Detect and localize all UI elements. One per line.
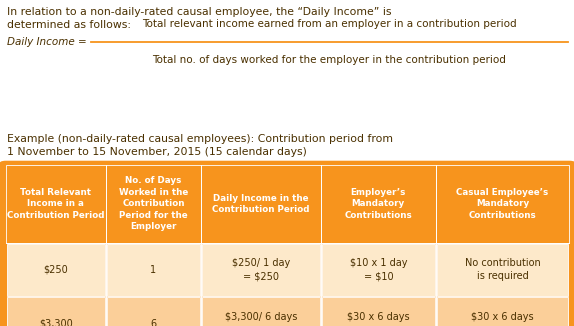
Bar xyxy=(201,165,321,243)
Text: Casual Employee’s
Mandatory
Contributions: Casual Employee’s Mandatory Contribution… xyxy=(456,188,549,220)
Text: $250/ 1 day
= $250: $250/ 1 day = $250 xyxy=(232,258,290,281)
Text: determined as follows:: determined as follows: xyxy=(7,20,131,30)
Bar xyxy=(7,244,105,296)
Text: 1 November to 15 November, 2015 (15 calendar days): 1 November to 15 November, 2015 (15 cale… xyxy=(7,147,307,157)
Text: Daily Income =: Daily Income = xyxy=(7,37,90,47)
Text: Total Relevant
Income in a
Contribution Period: Total Relevant Income in a Contribution … xyxy=(7,188,104,220)
Bar xyxy=(436,165,569,243)
Bar xyxy=(106,165,201,243)
Text: 1: 1 xyxy=(150,265,157,275)
Bar xyxy=(437,244,568,296)
Bar xyxy=(322,244,435,296)
Text: $3,300: $3,300 xyxy=(39,319,73,326)
Text: $3,300/ 6 days
= $550: $3,300/ 6 days = $550 xyxy=(224,312,297,326)
Bar xyxy=(202,297,320,326)
Bar xyxy=(321,165,436,243)
Text: Daily Income in the
Contribution Period: Daily Income in the Contribution Period xyxy=(212,194,309,214)
Bar xyxy=(107,244,200,296)
Text: Example (non-daily-rated causal employees): Contribution period from: Example (non-daily-rated causal employee… xyxy=(7,134,393,144)
Text: $10 x 1 day
= $10: $10 x 1 day = $10 xyxy=(350,258,407,281)
Text: 6: 6 xyxy=(150,319,157,326)
Text: $30 x 6 days
= $180: $30 x 6 days = $180 xyxy=(347,312,410,326)
Text: Total no. of days worked for the employer in the contribution period: Total no. of days worked for the employe… xyxy=(153,55,506,66)
FancyBboxPatch shape xyxy=(0,161,574,326)
Text: $250: $250 xyxy=(44,265,68,275)
Text: $30 x 6 days
= $180: $30 x 6 days = $180 xyxy=(471,312,534,326)
Text: Employer’s
Mandatory
Contributions: Employer’s Mandatory Contributions xyxy=(344,188,412,220)
Bar xyxy=(6,165,106,243)
Text: No contribution
is required: No contribution is required xyxy=(465,258,541,281)
Text: No. of Days
Worked in the
Contribution
Period for the
Employer: No. of Days Worked in the Contribution P… xyxy=(119,176,188,231)
Bar xyxy=(202,244,320,296)
Bar xyxy=(107,297,200,326)
Text: In relation to a non-daily-rated causal employee, the “Daily Income” is: In relation to a non-daily-rated causal … xyxy=(7,7,391,17)
Text: Total relevant income earned from an employer in a contribution period: Total relevant income earned from an emp… xyxy=(142,19,517,29)
Bar xyxy=(437,297,568,326)
Bar xyxy=(322,297,435,326)
Bar xyxy=(7,297,105,326)
